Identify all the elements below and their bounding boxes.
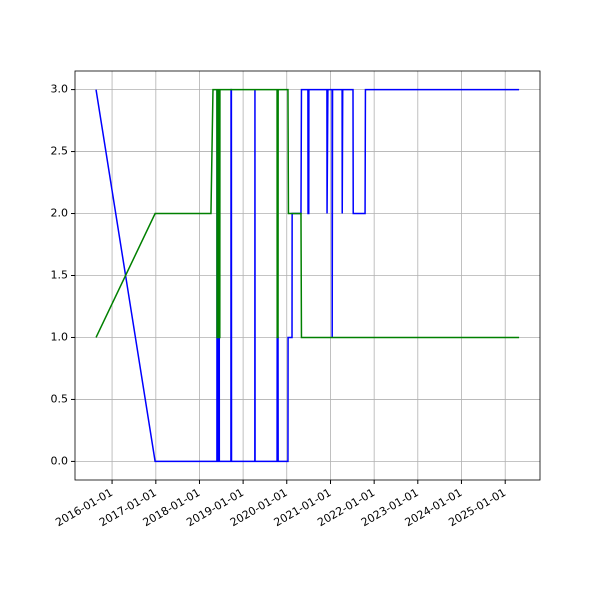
y-tick-label: 1.5	[51, 269, 69, 282]
y-tick-label: 0.0	[51, 454, 69, 467]
y-tick-label: 1.0	[51, 330, 69, 343]
data-line	[95, 88, 520, 339]
y-tick-label: 2.5	[51, 145, 69, 158]
data-line	[95, 88, 520, 463]
y-tick-label: 3.0	[51, 83, 69, 96]
plot-frame	[74, 70, 541, 481]
y-tick-label: 0.5	[51, 392, 69, 405]
y-tick-label: 2.0	[51, 207, 69, 220]
